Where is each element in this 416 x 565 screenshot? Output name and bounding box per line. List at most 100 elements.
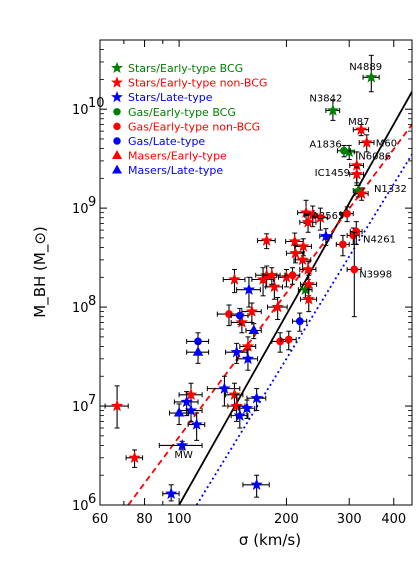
star-marker [319, 229, 333, 242]
fit-line-solid [178, 91, 412, 505]
y-tick-label: 10 [72, 499, 89, 514]
y-tick-label: 10 [72, 202, 89, 217]
star-marker [350, 167, 363, 180]
star-marker [352, 184, 365, 196]
data-point [173, 391, 199, 417]
galaxy-label: IC1459 [315, 168, 350, 179]
data-point [262, 267, 281, 285]
data-point [346, 231, 362, 318]
legend-circle-marker [113, 108, 121, 116]
galaxy-label: A1836 [309, 139, 341, 150]
data-point [230, 307, 249, 325]
circle-marker [352, 227, 361, 236]
star-marker [306, 208, 319, 221]
star-marker [235, 315, 249, 328]
y-tick-exponent: 6 [88, 492, 96, 507]
star-marker [245, 305, 259, 317]
data-point [169, 403, 189, 426]
star-marker [128, 451, 141, 464]
star-marker [302, 277, 315, 290]
galaxy-label: A3565 [312, 211, 344, 222]
star-marker [265, 268, 279, 281]
data-point [237, 349, 259, 371]
star-marker [228, 273, 241, 285]
star-marker [218, 382, 231, 394]
data-point [206, 375, 241, 407]
galaxy-label: N1332 [374, 184, 407, 195]
galaxy-label: M60 [376, 138, 397, 149]
x-tick-label: 60 [92, 512, 109, 527]
star-marker [360, 136, 373, 148]
x-tick-label: 100 [167, 512, 192, 527]
data-point [354, 187, 369, 201]
legend-entry: Stars/Early-type non-BCG [111, 76, 267, 90]
star-marker [233, 409, 246, 421]
data-point [299, 213, 317, 233]
data-point [158, 438, 203, 451]
star-marker [250, 391, 263, 404]
data-point [125, 449, 144, 468]
data-point [284, 267, 301, 285]
y-tick-exponent: 7 [88, 393, 96, 408]
data-point [222, 268, 246, 294]
data-point [251, 267, 275, 297]
circle-marker [235, 311, 244, 320]
star-marker [240, 401, 254, 414]
y-tick-exponent: 9 [88, 195, 96, 210]
legend-label: Gas/Early-type non-BCG [128, 120, 260, 133]
data-point [245, 323, 262, 340]
data-point [336, 144, 351, 158]
legend-entry: Gas/Early-type non-BCG [113, 120, 260, 133]
data-point [349, 166, 365, 184]
data-point [335, 234, 350, 257]
legend-entry: Masers/Early-type [111, 150, 227, 163]
legend-triangle-marker [111, 164, 123, 174]
star-marker [354, 123, 368, 135]
data-point [186, 342, 210, 364]
y-tick-exponent: 10 [88, 96, 105, 111]
galaxy-label: N4889 [349, 62, 382, 73]
legend-label: Gas/Late-type [128, 135, 205, 148]
star-marker [164, 487, 178, 499]
legend-entry: Stars/Late-type [111, 91, 213, 104]
star-marker [350, 158, 363, 171]
data-point [312, 207, 329, 231]
fit-line-dashed [127, 123, 412, 505]
data-point [358, 134, 375, 153]
star-marker [230, 345, 243, 358]
legend-circle-marker [113, 137, 121, 145]
star-marker [180, 395, 193, 408]
galaxy-label: MW [174, 450, 193, 461]
data-point [187, 412, 206, 441]
data-point [299, 289, 318, 313]
star-marker [288, 235, 301, 247]
data-point [230, 405, 249, 429]
data-point [236, 276, 261, 308]
star-marker [271, 300, 284, 313]
galaxy-label: N6086 [358, 152, 391, 163]
legend-star-marker [111, 61, 123, 74]
legend-label: Stars/Late-type [128, 91, 213, 104]
star-marker [190, 418, 203, 430]
legend-entry: Gas/Early-type BCG [113, 106, 236, 119]
star-marker [280, 270, 293, 283]
data-point [267, 296, 288, 320]
fit-line-dotted [195, 153, 412, 505]
star-marker [241, 339, 255, 352]
x-tick-label: 300 [337, 512, 362, 527]
legend-entry: Stars/Early-type BCG [111, 61, 243, 75]
triangle-marker [248, 324, 260, 335]
y-axis-label: M_BH (M_⊙) [31, 226, 50, 318]
star-marker [242, 283, 256, 295]
star-marker [110, 399, 124, 412]
data-point [257, 233, 276, 250]
star-marker [184, 388, 198, 401]
x-tick-label: 400 [381, 512, 406, 527]
data-point [238, 399, 256, 419]
star-marker [302, 292, 315, 305]
star-marker [289, 246, 302, 259]
circle-marker [284, 335, 293, 344]
star-marker [184, 404, 198, 416]
star-marker [297, 239, 310, 252]
